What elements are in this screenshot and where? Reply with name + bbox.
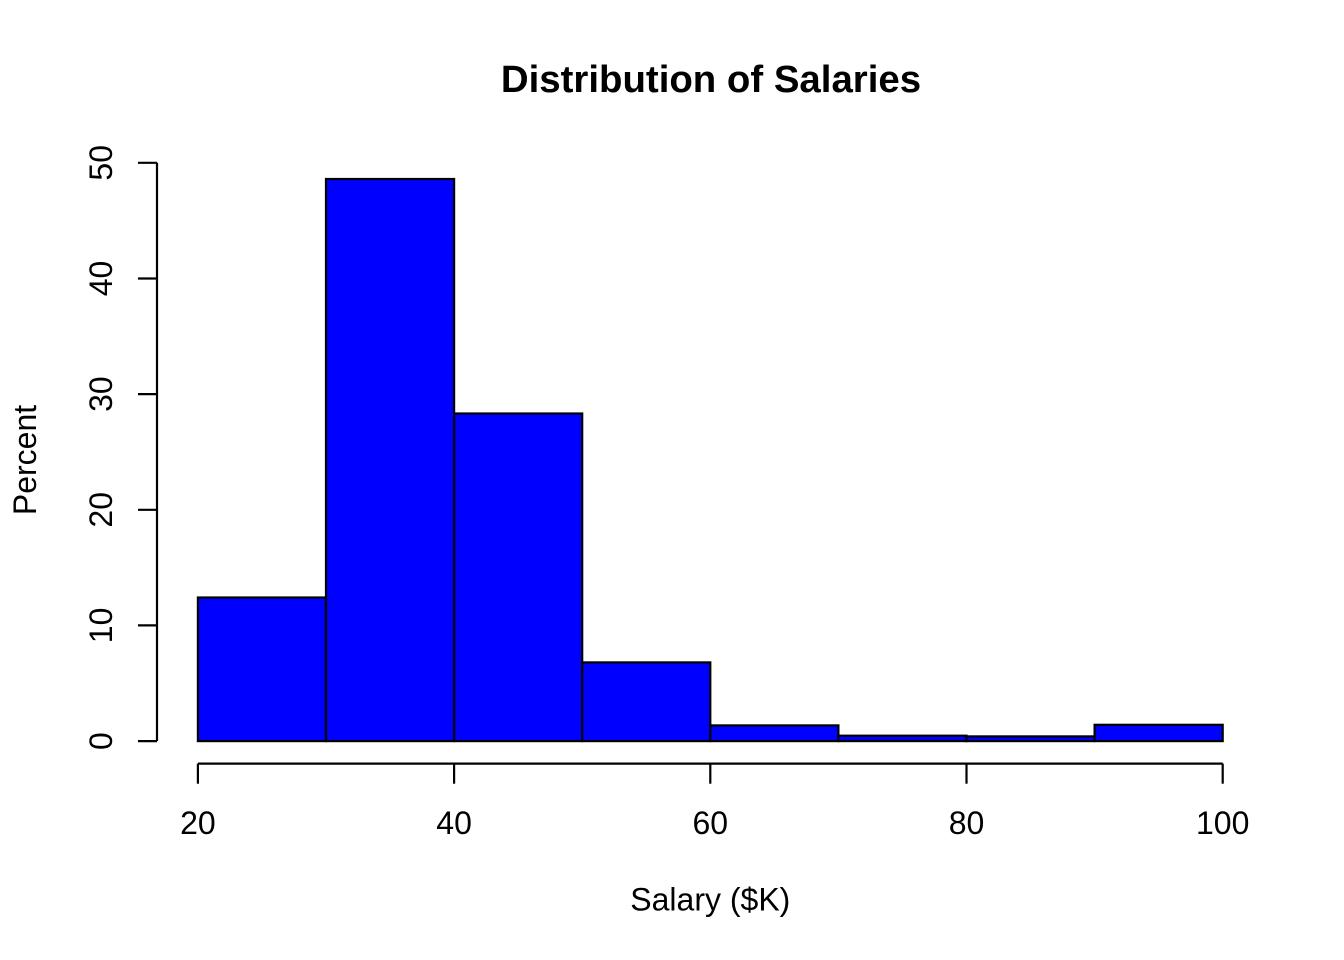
svg-text:0: 0	[83, 732, 119, 750]
svg-text:30: 30	[83, 376, 119, 412]
svg-text:Percent: Percent	[7, 405, 43, 515]
svg-text:40: 40	[436, 805, 472, 841]
svg-text:10: 10	[83, 608, 119, 644]
svg-text:20: 20	[83, 492, 119, 528]
svg-text:Distribution of Salaries: Distribution of Salaries	[501, 58, 921, 101]
svg-text:60: 60	[693, 805, 729, 841]
svg-text:100: 100	[1196, 805, 1249, 841]
svg-text:40: 40	[83, 261, 119, 297]
svg-text:20: 20	[180, 805, 216, 841]
svg-text:80: 80	[949, 805, 985, 841]
svg-text:50: 50	[83, 145, 119, 181]
svg-text:Salary ($K): Salary ($K)	[630, 882, 790, 918]
